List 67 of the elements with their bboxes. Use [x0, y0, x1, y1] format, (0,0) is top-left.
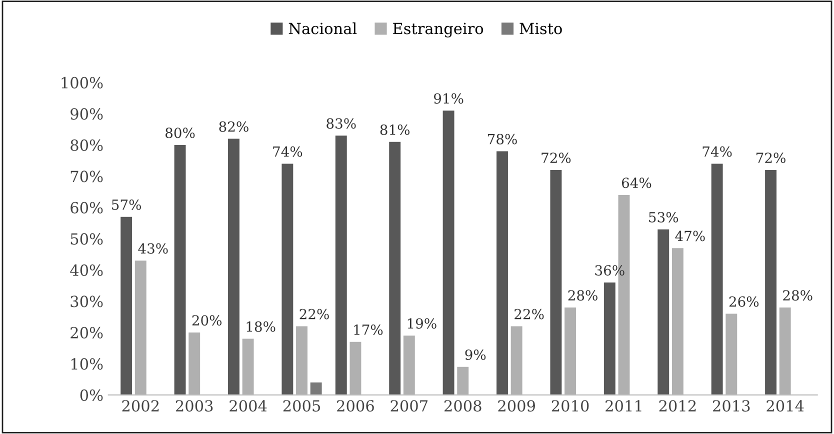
- data-label: 91%: [434, 93, 464, 104]
- bar: [711, 164, 723, 395]
- bar: [658, 229, 670, 395]
- bar: [442, 110, 454, 395]
- x-tick-label: 2014: [766, 400, 804, 412]
- x-tick-label: 2005: [283, 400, 320, 412]
- bar: [174, 144, 186, 395]
- data-label: 82%: [219, 121, 248, 132]
- x-tick-label: 2003: [176, 400, 213, 412]
- data-label: 36%: [595, 265, 624, 276]
- data-label: 19%: [408, 318, 436, 329]
- data-label: 20%: [192, 315, 222, 326]
- x-tick-label: 2010: [552, 400, 589, 412]
- data-label: 53%: [649, 212, 678, 222]
- bar: [765, 170, 777, 395]
- x-tick-label: 2004: [230, 400, 267, 412]
- y-tick-label: 30%: [70, 296, 103, 308]
- data-label: 47%: [675, 230, 705, 242]
- x-tick-label: 2012: [659, 400, 696, 412]
- y-tick-label: 50%: [70, 233, 103, 245]
- data-label: 72%: [756, 152, 786, 164]
- x-tick-label: 2011: [606, 400, 642, 412]
- data-label: 80%: [166, 128, 195, 138]
- data-label: 57%: [112, 199, 141, 210]
- data-label: 74%: [702, 146, 732, 157]
- y-tick-label: 10%: [71, 358, 103, 370]
- y-tick-label: 60%: [70, 202, 103, 214]
- data-label: 22%: [514, 308, 544, 320]
- data-label: 28%: [783, 290, 812, 301]
- x-tick-label: 2006: [337, 400, 374, 412]
- data-label: 81%: [380, 124, 410, 135]
- x-tick-label: 2009: [498, 400, 535, 412]
- data-label: 72%: [542, 152, 571, 164]
- bar: [550, 170, 562, 395]
- data-label: 83%: [326, 118, 356, 129]
- data-label: 22%: [300, 308, 329, 320]
- x-tick-label: 2013: [712, 400, 750, 412]
- x-tick-label: 2008: [444, 400, 482, 412]
- data-label: 43%: [138, 243, 168, 254]
- bar: [120, 216, 132, 395]
- data-label: 26%: [729, 296, 759, 307]
- y-tick-label: 0%: [80, 389, 103, 401]
- y-tick-label: 70%: [70, 170, 103, 182]
- x-tick-label: 2007: [390, 400, 428, 412]
- y-tick-label: 90%: [70, 108, 103, 120]
- bar: [310, 382, 322, 395]
- legend-label: Estrangeiro: [393, 22, 484, 38]
- legend-label: Misto: [520, 22, 562, 34]
- data-label: 18%: [246, 321, 276, 332]
- data-label: 28%: [568, 290, 598, 301]
- bar: [604, 282, 616, 395]
- data-label: 74%: [273, 146, 302, 157]
- bar: [335, 136, 347, 395]
- data-label: 9%: [465, 349, 486, 360]
- data-label: 17%: [354, 324, 383, 335]
- bar: [389, 142, 401, 395]
- y-tick-label: 80%: [70, 139, 103, 151]
- x-tick-label: 2002: [122, 400, 159, 412]
- y-tick-label: 100%: [62, 76, 103, 88]
- y-tick-label: 20%: [70, 326, 103, 338]
- data-label: 78%: [488, 134, 517, 144]
- bar: [228, 138, 240, 395]
- y-tick-label: 40%: [70, 264, 103, 276]
- legend-label: Nacional: [288, 22, 357, 34]
- data-label: 64%: [622, 178, 652, 188]
- bar: [282, 164, 294, 395]
- bar: [496, 151, 508, 395]
